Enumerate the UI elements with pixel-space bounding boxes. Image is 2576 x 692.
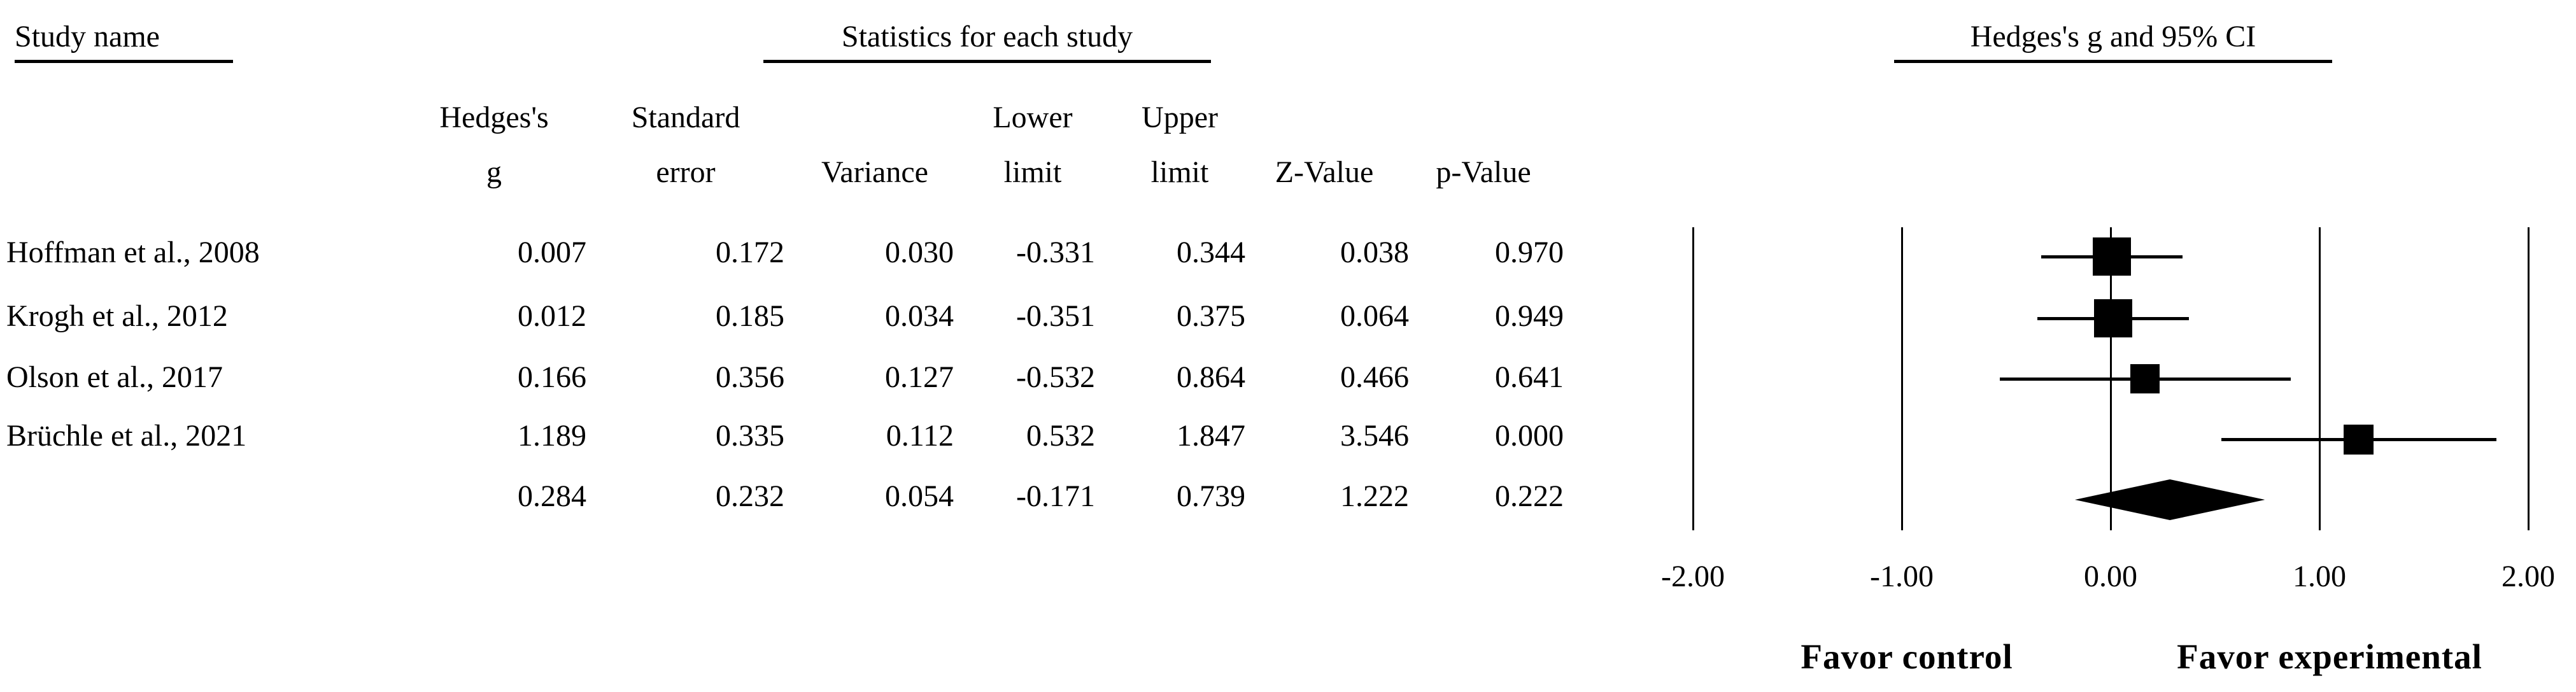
- column-header-line1: Hedges's: [439, 101, 549, 134]
- se-value-cell: 0.356: [716, 360, 784, 394]
- lower-value-cell: -0.532: [1016, 360, 1095, 394]
- variance-value-cell: 0.030: [885, 236, 954, 269]
- upper-value-cell: 0.344: [1177, 236, 1245, 269]
- plot-gridline: [1692, 227, 1694, 530]
- p-value-cell: 0.970: [1495, 236, 1564, 269]
- plot-gridline: [1900, 227, 1903, 530]
- axis-tick-label: 1.00: [2293, 560, 2346, 593]
- g-value-cell: 1.189: [518, 419, 586, 453]
- lower-value-cell: -0.331: [1016, 236, 1095, 269]
- ci-header: Hedges's g and 95% CI: [1894, 17, 2332, 63]
- upper-value-cell: 0.739: [1177, 479, 1245, 513]
- z-value-cell: 0.466: [1340, 360, 1409, 394]
- upper-value-cell: 1.847: [1177, 419, 1245, 453]
- se-value-cell: 0.172: [716, 236, 784, 269]
- favor-control-label: Favor control: [1801, 637, 2013, 676]
- column-header-line2: Variance: [821, 155, 928, 189]
- statistics-header: Statistics for each study: [763, 17, 1211, 63]
- p-value-cell: 0.222: [1495, 479, 1564, 513]
- z-value-cell: 0.064: [1340, 299, 1409, 333]
- p-value-cell: 0.641: [1495, 360, 1564, 394]
- g-value-cell: 0.284: [518, 479, 586, 513]
- p-value-cell: 0.000: [1495, 419, 1564, 453]
- favor-experimental-label: Favor experimental: [2177, 637, 2482, 676]
- study-name-header: Study name: [15, 17, 233, 63]
- column-header-line1: Lower: [993, 101, 1073, 134]
- column-header-line2: limit: [1003, 155, 1062, 189]
- column-header-line2: limit: [1150, 155, 1209, 189]
- g-value-cell: 0.012: [518, 299, 586, 333]
- plot-gridline: [2527, 227, 2530, 530]
- column-header-line2: p-Value: [1436, 155, 1531, 189]
- summary-diamond: [2074, 479, 2265, 520]
- effect-size-square: [2344, 424, 2374, 455]
- study-name-cell: Krogh et al., 2012: [6, 299, 228, 333]
- plot-gridline: [2318, 227, 2321, 530]
- z-value-cell: 3.546: [1340, 419, 1409, 453]
- upper-value-cell: 0.375: [1177, 299, 1245, 333]
- variance-value-cell: 0.127: [885, 360, 954, 394]
- column-header-line1: Upper: [1142, 101, 1218, 134]
- variance-value-cell: 0.054: [885, 479, 954, 513]
- effect-size-square: [2093, 237, 2132, 276]
- column-header-line2: error: [656, 155, 716, 189]
- z-value-cell: 1.222: [1340, 479, 1409, 513]
- column-header-line2: Z-Value: [1275, 155, 1374, 189]
- column-header-line1: Standard: [631, 101, 740, 134]
- column-header-line2: g: [486, 155, 502, 189]
- lower-value-cell: 0.532: [1026, 419, 1095, 453]
- effect-size-square: [2130, 364, 2160, 393]
- study-name-cell: Brüchle et al., 2021: [6, 419, 247, 453]
- g-value-cell: 0.007: [518, 236, 586, 269]
- lower-value-cell: -0.351: [1016, 299, 1095, 333]
- se-value-cell: 0.232: [716, 479, 784, 513]
- p-value-cell: 0.949: [1495, 299, 1564, 333]
- upper-value-cell: 0.864: [1177, 360, 1245, 394]
- variance-value-cell: 0.112: [886, 419, 954, 453]
- lower-value-cell: -0.171: [1016, 479, 1095, 513]
- axis-tick-label: 0.00: [2084, 560, 2137, 593]
- axis-tick-label: 2.00: [2502, 560, 2555, 593]
- g-value-cell: 0.166: [518, 360, 586, 394]
- axis-tick-label: -2.00: [1661, 560, 1725, 593]
- z-value-cell: 0.038: [1340, 236, 1409, 269]
- study-name-cell: Olson et al., 2017: [6, 360, 223, 394]
- variance-value-cell: 0.034: [885, 299, 954, 333]
- axis-tick-label: -1.00: [1870, 560, 1934, 593]
- se-value-cell: 0.335: [716, 419, 784, 453]
- effect-size-square: [2093, 299, 2132, 337]
- se-value-cell: 0.185: [716, 299, 784, 333]
- study-name-cell: Hoffman et al., 2008: [6, 236, 260, 269]
